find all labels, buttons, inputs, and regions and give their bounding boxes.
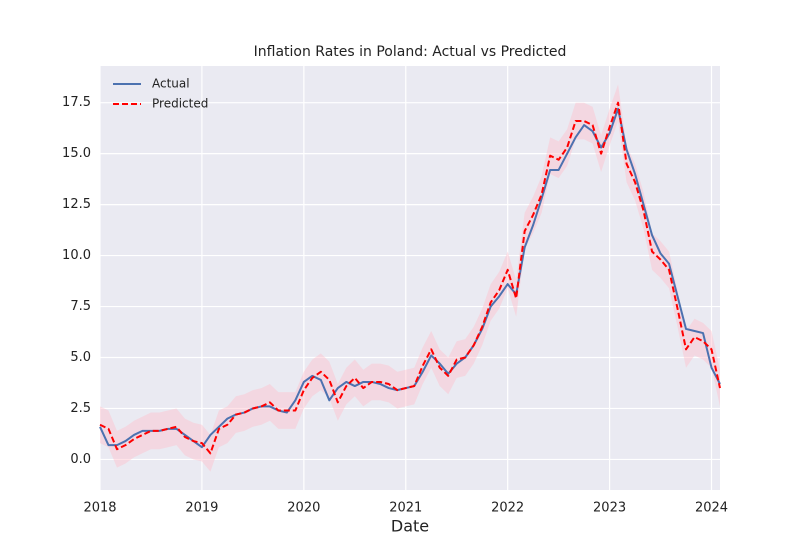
x-tick-label: 2023 bbox=[593, 501, 626, 516]
legend-label: Predicted bbox=[152, 97, 208, 111]
y-tick-label: 7.5 bbox=[70, 299, 91, 314]
x-tick-label: 2021 bbox=[389, 501, 422, 516]
chart-title: Inflation Rates in Poland: Actual vs Pre… bbox=[254, 44, 567, 60]
y-tick-label: 10.0 bbox=[62, 248, 91, 263]
x-tick-label: 2020 bbox=[287, 501, 320, 516]
y-tick-label: 15.0 bbox=[62, 146, 91, 161]
plot-area bbox=[100, 66, 720, 490]
y-tick-label: 12.5 bbox=[62, 197, 91, 212]
y-tick-label: 0.0 bbox=[70, 452, 91, 467]
x-tick-label: 2018 bbox=[83, 501, 116, 516]
legend-label: Actual bbox=[152, 77, 190, 91]
y-tick-label: 2.5 bbox=[70, 401, 91, 416]
y-tick-label: 17.5 bbox=[62, 95, 91, 110]
x-tick-label: 2019 bbox=[185, 501, 218, 516]
y-tick-label: 5.0 bbox=[70, 350, 91, 365]
x-tick-label: 2024 bbox=[695, 501, 728, 516]
prediction-interval bbox=[100, 84, 720, 472]
series-line bbox=[99, 101, 721, 455]
x-axis-label: Date bbox=[391, 517, 429, 536]
x-tick-label: 2022 bbox=[491, 501, 524, 516]
